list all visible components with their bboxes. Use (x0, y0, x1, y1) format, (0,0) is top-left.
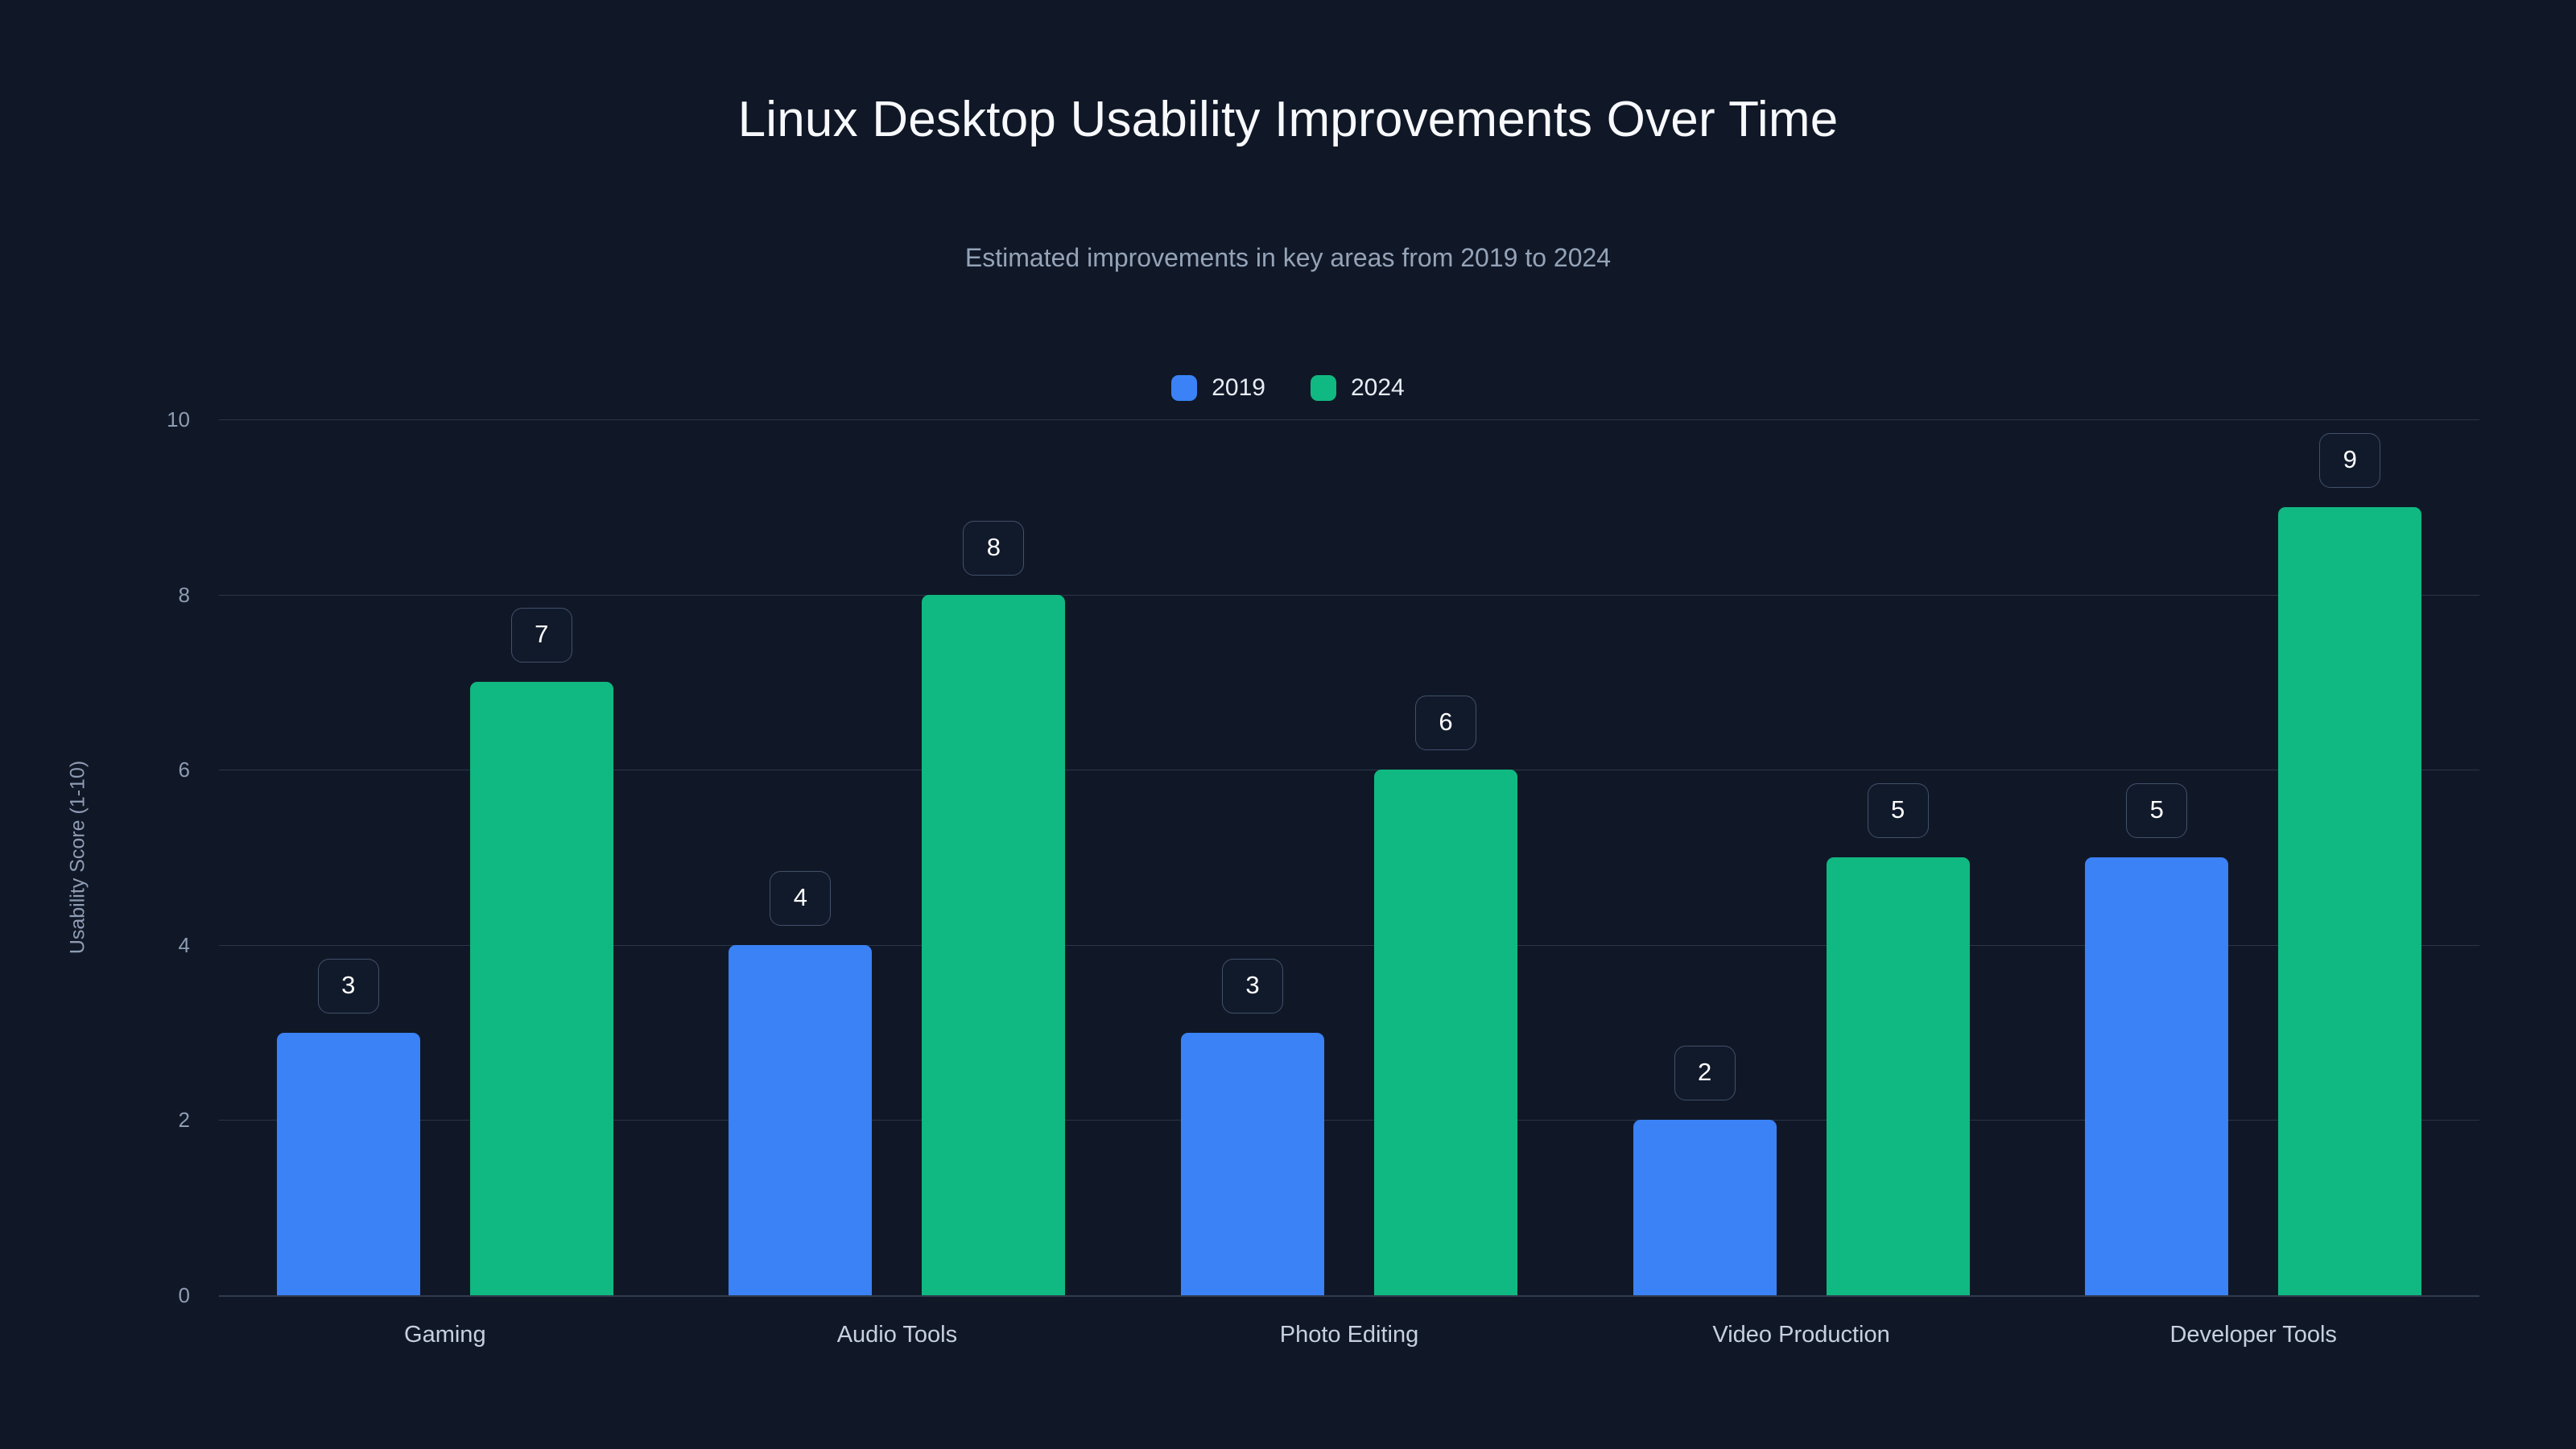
x-tick-label: Gaming (404, 1322, 486, 1348)
gridline (219, 594, 2479, 596)
bar-value-label: 8 (963, 520, 1025, 576)
x-tick-label: Video Production (1712, 1322, 1890, 1348)
x-tick-label: Audio Tools (836, 1322, 958, 1348)
bar-value-label: 9 (2319, 432, 2381, 488)
gridline (219, 1120, 2479, 1121)
y-tick-label: 10 (167, 407, 190, 431)
gridline (219, 419, 2479, 420)
bar[interactable] (469, 682, 613, 1295)
bar-value-label: 3 (1222, 958, 1283, 1013)
bar-value-label: 7 (510, 608, 572, 663)
bar-value-label: 2 (1674, 1046, 1736, 1101)
legend-label: 2024 (1351, 374, 1405, 401)
bar-value-label: 5 (2126, 783, 2188, 838)
legend-swatch-icon (1311, 375, 1336, 401)
y-tick-label: 8 (178, 582, 190, 607)
bar-value-label: 6 (1415, 696, 1476, 751)
gridline (219, 944, 2479, 946)
y-axis-title: Usability Score (1-10) (66, 760, 89, 955)
bar[interactable] (1633, 1120, 1777, 1295)
legend-label: 2019 (1212, 374, 1265, 401)
axis-baseline (219, 1295, 2479, 1297)
chart-subtitle: Estimated improvements in key areas from… (964, 243, 1612, 272)
plot-area (219, 419, 2479, 1297)
x-axis-labels: Gaming Audio Tools Photo Editing Video Prod… (219, 1323, 2479, 1356)
legend-swatch-icon (1171, 375, 1198, 401)
chart-legend: 2019 2024 (0, 372, 2576, 404)
x-tick-label: Photo Editing (1279, 1322, 1419, 1348)
bar[interactable] (729, 944, 873, 1295)
bars-layer: 3 7 4 8 3 6 2 5 5 9 (219, 419, 2479, 1295)
bar-value-label: 5 (1867, 783, 1929, 838)
legend-item-2019[interactable]: 2019 (1171, 372, 1265, 404)
bar[interactable] (1374, 770, 1517, 1295)
x-tick-label: Developer Tools (2169, 1322, 2337, 1348)
bar[interactable] (276, 1032, 420, 1295)
legend-item-2024[interactable]: 2024 (1311, 372, 1405, 404)
bar-value-label: 3 (317, 958, 379, 1013)
bar[interactable] (1181, 1032, 1324, 1295)
y-tick-label: 2 (178, 1108, 190, 1133)
y-tick-label: 4 (178, 932, 190, 957)
bar[interactable] (1826, 857, 1970, 1295)
bar-value-label: 4 (770, 870, 832, 926)
bar[interactable] (922, 594, 1066, 1295)
y-axis-ticks: 0 2 4 6 8 10 (113, 409, 190, 1306)
y-tick-label: 0 (178, 1283, 190, 1307)
chart-title: Linux Desktop Usability Improvements Ove… (737, 92, 1839, 147)
y-tick-label: 6 (178, 758, 190, 782)
bar[interactable] (2085, 857, 2229, 1295)
bar[interactable] (2278, 506, 2422, 1295)
